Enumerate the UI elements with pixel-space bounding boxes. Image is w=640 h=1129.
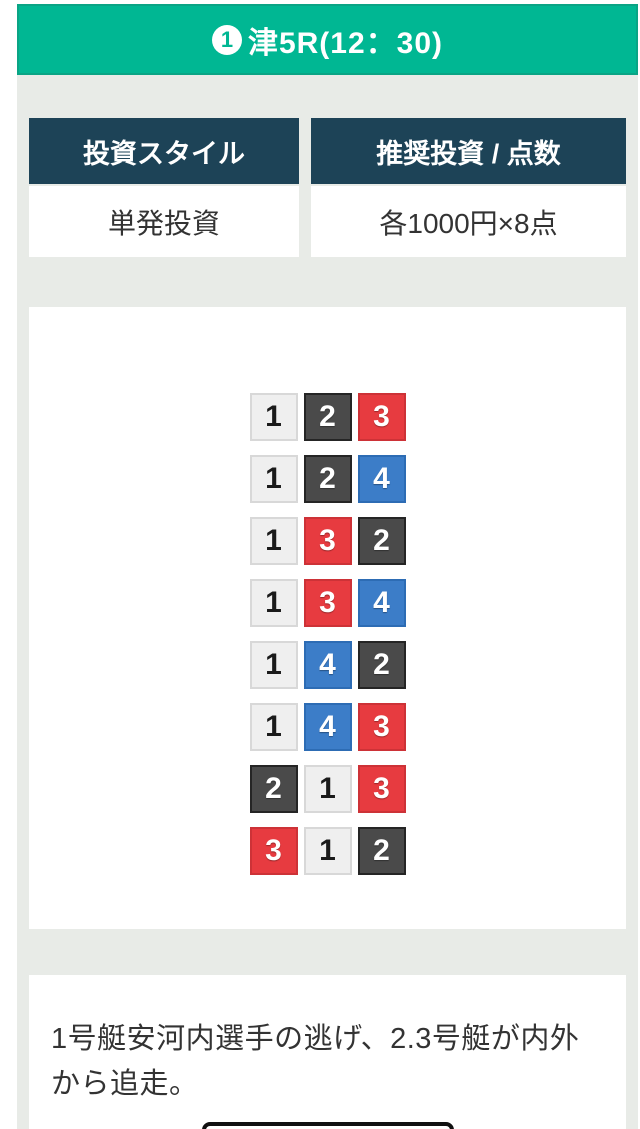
bet-cell-boat-1: 1 <box>249 517 298 565</box>
bet-cell-boat-3: 3 <box>357 765 406 813</box>
bet-cell-boat-3: 3 <box>357 703 406 751</box>
bet-cell-boat-3: 3 <box>303 579 352 627</box>
race-comment: 1号艇安河内選手の逃げ、2.3号艇が内外から追走。 <box>51 1023 580 1100</box>
bet-cell-boat-2: 2 <box>249 765 298 813</box>
bet-cell-boat-1: 1 <box>249 579 298 627</box>
bet-cell-boat-2: 2 <box>357 827 406 875</box>
recommended-bet-value: 各1000円×8点 <box>311 186 626 257</box>
bet-cell-boat-1: 1 <box>249 393 298 441</box>
bet-cell-boat-2: 2 <box>357 517 406 565</box>
bet-cell-boat-4: 4 <box>303 641 352 689</box>
race-header-bar: 1 津5R(12：30) <box>17 4 638 75</box>
bet-cell-boat-1: 1 <box>249 703 298 751</box>
bet-cell-boat-3: 3 <box>249 827 298 875</box>
race-title: 津5R(12：30) <box>247 26 444 60</box>
bet-cell-boat-3: 3 <box>357 393 406 441</box>
bet-cell-boat-2: 2 <box>357 641 406 689</box>
rank-1-badge-icon: 1 <box>211 24 242 55</box>
recommended-bet-column: 推奨投資 / 点数 各1000円×8点 <box>311 118 626 257</box>
recommended-bet-header: 推奨投資 / 点数 <box>311 118 626 184</box>
bet-cell-boat-1: 1 <box>249 455 298 503</box>
race-comment-card: 1号艇安河内選手の逃げ、2.3号艇が内外から追走。 <box>29 975 626 1129</box>
investment-style-header: 投資スタイル <box>29 118 299 184</box>
investment-style-column: 投資スタイル 単発投資 <box>29 118 299 257</box>
bet-cell-boat-1: 1 <box>303 827 352 875</box>
bet-cell-boat-1: 1 <box>249 641 298 689</box>
bet-cell-boat-1: 1 <box>303 765 352 813</box>
bet-cell-boat-4: 4 <box>357 455 406 503</box>
bet-cell-boat-2: 2 <box>303 393 352 441</box>
investment-table: 投資スタイル 単発投資 推奨投資 / 点数 各1000円×8点 <box>17 75 638 257</box>
bet-cell-boat-3: 3 <box>303 517 352 565</box>
investment-style-value: 単発投資 <box>29 186 299 257</box>
bet-cell-boat-4: 4 <box>357 579 406 627</box>
bottom-button[interactable] <box>201 1122 454 1129</box>
bet-cell-boat-4: 4 <box>303 703 352 751</box>
bet-cell-boat-2: 2 <box>303 455 352 503</box>
